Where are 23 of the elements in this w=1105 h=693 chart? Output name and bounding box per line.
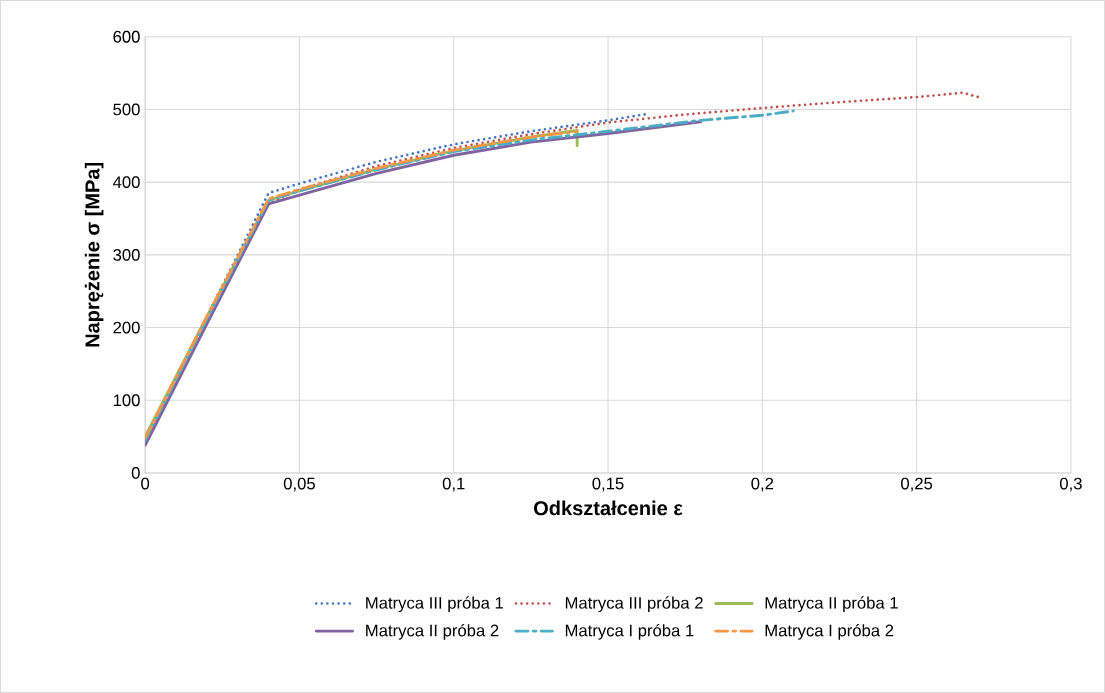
legend-label: Matryca II próba 1 [765,596,898,613]
y-tick-label: 0 [131,467,140,479]
x-tick-label: 0,2 [751,477,774,492]
legend-label: Matryca I próba 2 [765,624,894,640]
legend-label: Matryca III próba 1 [366,596,503,613]
legend-label: Matryca II próba 2 [366,624,499,640]
y-tick-label: 500 [113,103,140,116]
x-tick-label: 0,3 [1059,477,1082,492]
x-tick-label: 0,1 [442,477,465,492]
y-tick-label: 200 [113,321,140,334]
x-tick-label: 0,05 [283,477,315,492]
legend-label: Matryca III próba 2 [565,596,703,613]
y-tick-label: 600 [113,30,140,43]
x-tick-label: 0,25 [901,477,933,492]
x-tick-label: 0,15 [592,477,624,492]
x-tick-label: 0 [141,477,150,490]
y-axis-title: Naprężenie σ [MPa] [84,163,104,347]
y-tick-label: 400 [112,176,140,189]
y-tick-label: 100 [113,394,140,407]
y-tick-label: 300 [113,249,140,261]
legend-label: Matryca I próba 1 [565,624,694,640]
x-axis-title: Odkształcenie ε [534,500,683,516]
line-series [145,109,795,442]
